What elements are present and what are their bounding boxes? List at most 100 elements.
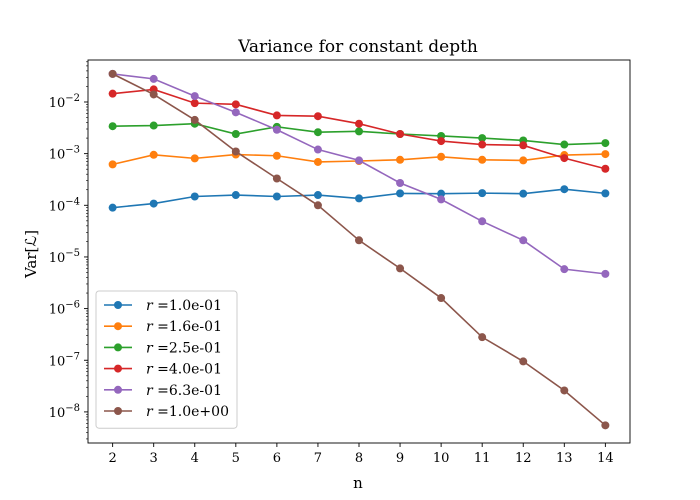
data-point [519,189,528,198]
y-tick-label: 10−4 [49,196,80,214]
data-point [272,151,281,160]
data-point [313,128,322,137]
legend-item: r =6.3e-01 [104,383,222,399]
data-point [272,125,281,134]
data-point [149,74,158,83]
data-point [231,147,240,156]
data-point [272,174,281,183]
data-point [355,236,363,245]
data-point [519,141,528,150]
x-tick-label: 8 [355,451,363,466]
x-tick-label: 12 [515,451,532,466]
legend-item: r =4.0e-01 [104,362,222,378]
data-point [231,191,240,200]
data-point [437,152,446,161]
legend-marker [114,301,122,309]
data-point [108,160,117,169]
legend-label: r =1.0e-01 [146,298,222,314]
x-tick-label: 13 [556,451,573,466]
x-tick-label: 2 [108,451,116,466]
data-point [437,195,446,204]
x-tick-label: 9 [396,451,404,466]
data-point [108,89,117,98]
data-point [355,194,363,203]
x-tick-label: 6 [273,451,281,466]
data-point [601,269,610,278]
data-point [478,217,487,226]
data-point [313,201,322,210]
data-point [108,122,117,131]
y-axis-label: Var[ℒ] [22,230,40,279]
data-point [272,192,281,201]
data-point [190,99,199,108]
data-point [519,357,528,366]
series-4 [108,85,610,173]
data-point [601,150,610,159]
data-point [313,112,322,121]
data-point [396,130,405,139]
legend-item: r =2.5e-01 [104,340,222,356]
legend-label: r =6.3e-01 [146,383,222,399]
data-point [601,164,610,173]
legend-box [95,290,238,429]
series-5 [108,69,610,278]
x-axis-label: n [353,474,363,492]
legend-marker [114,322,122,331]
data-point [149,150,158,159]
data-point [478,189,487,198]
legend-item: r =1.0e+00 [104,404,229,420]
data-point [396,189,405,198]
legend: r =1.0e-01 r =1.6e-01 r =2.5e-01 r =4.0e-01… [95,290,238,429]
x-tick-label: 10 [433,451,450,466]
data-point [560,386,569,395]
data-point [437,189,446,198]
y-tick-label: 10−5 [49,248,80,266]
data-point [560,265,569,274]
data-point [519,236,528,245]
series-6 [108,69,610,430]
data-point [396,179,405,188]
x-tick-label: 4 [191,451,199,466]
x-tick-label: 11 [474,451,491,466]
legend-label: r =4.0e-01 [146,362,222,378]
series-1 [108,185,610,212]
data-point [313,191,322,200]
data-point [560,154,569,163]
data-point [601,139,610,148]
data-point [313,145,322,154]
data-point [560,185,569,194]
data-point [108,203,117,212]
legend-label: r =2.5e-01 [146,340,222,356]
legend-marker [114,407,122,415]
legend-label: r =1.0e+00 [146,404,229,420]
legend-marker [114,364,122,373]
x-tick-label: 3 [150,451,158,466]
legend-marker [114,343,122,352]
legend-item: r =1.6e-01 [104,319,222,335]
data-point [149,199,158,208]
chart-title: Variance for constant depth [237,37,478,57]
data-point [478,140,487,149]
data-point [601,421,610,430]
data-point [601,189,610,198]
data-point [437,294,446,303]
data-point [149,121,158,130]
data-point [355,127,363,136]
data-point [190,192,199,201]
y-tick-label: 10−6 [49,300,80,318]
data-point [190,115,199,124]
data-point [231,130,240,139]
y-tick-label: 10−7 [49,351,80,369]
data-point [437,137,446,146]
y-tick-label: 10−2 [49,93,80,111]
data-point [396,155,405,164]
legend-marker [114,385,122,394]
y-tick-label: 10−3 [49,145,80,163]
data-point [190,154,199,163]
data-point [396,264,405,273]
data-point [108,69,117,78]
legend-item: r =1.0e-01 [104,298,222,314]
data-point [231,108,240,117]
x-tick-label: 5 [232,451,240,466]
